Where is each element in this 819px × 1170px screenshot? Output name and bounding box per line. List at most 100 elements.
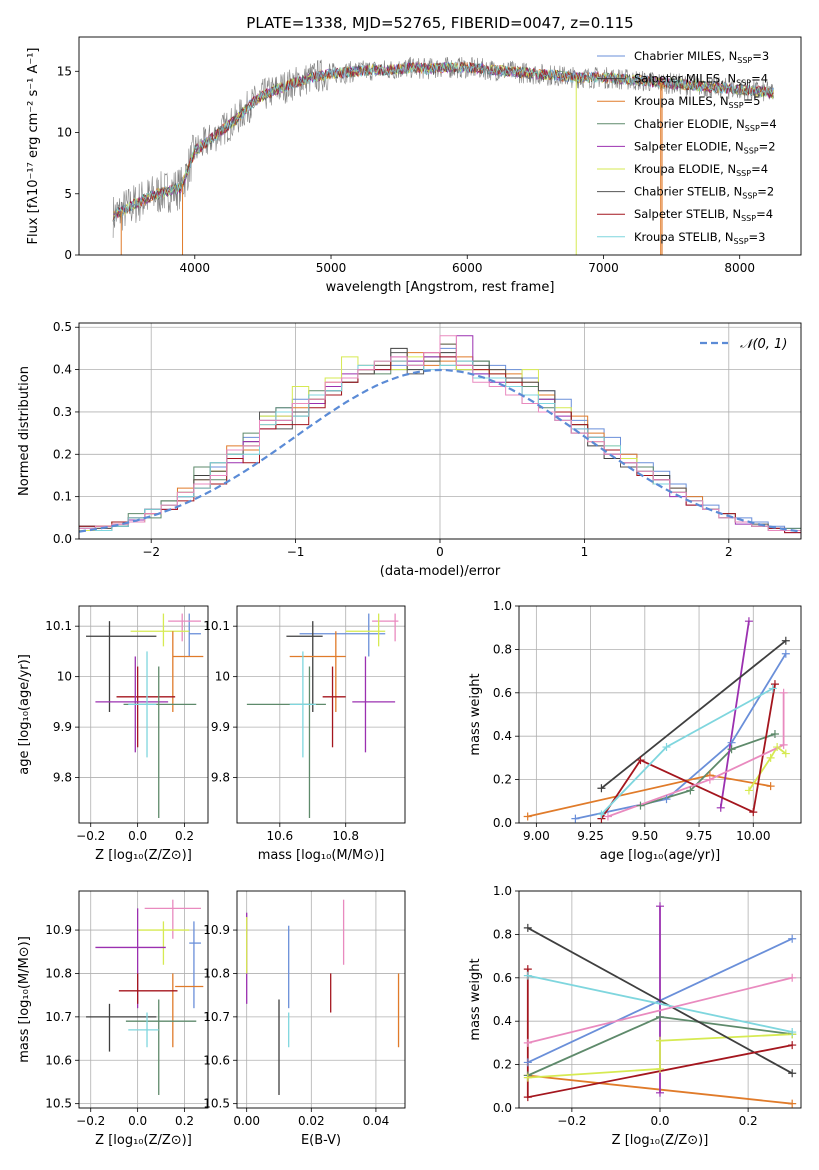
residuals-ytick-label: 0.1 [53,490,72,504]
weight-vs-Z-frame [518,890,802,1109]
legend-label: Chabrier ELODIE, NSSP=4 [634,117,777,133]
age-vs-Z-ytick-label: 9.8 [53,771,72,785]
spectrum-xtick-label: 7000 [588,261,619,275]
legend-label: Kroupa MILES, NSSP=5 [634,94,760,110]
mass-vs-Z-ytick-label: 10.9 [45,923,72,937]
weight-point-marker [523,812,532,821]
age-vs-mass-panel: 10.6 10.8 9.8 9.9 10 10.1 mass [log₁₀(M/M⊙)] [203,605,406,863]
weight-point-marker [656,1088,664,1097]
residuals-plot-area [79,335,801,539]
age-vs-mass-xlabel: mass [log₁₀(M/M⊙)] [258,848,385,863]
weight-point-marker [523,923,532,932]
weight-vs-Z-xtick-label: 0.0 [650,1114,669,1128]
weight-point-marker [662,743,671,752]
weight-series-line [600,639,787,790]
age-vs-mass-xtick-label: 10.8 [332,829,359,843]
mass-vs-ebv-ytick-label: 10.5 [203,1097,230,1111]
weight-point-marker [705,775,714,784]
weight-vs-age-ytick-label: 0.6 [493,686,512,700]
weight-series-line [600,683,776,820]
age-vs-Z-ytick-label: 9.9 [53,720,72,734]
weight-vs-age-xtick-label: 9.00 [523,829,550,843]
legend-label: Salpeter MILES, NSSP=4 [634,72,768,88]
weight-point-marker [656,1064,664,1073]
weight-point-marker [571,814,580,823]
weight-series-line [527,976,793,1044]
normal-curve [79,368,801,533]
weight-point-marker [636,756,645,765]
weight-point-marker [523,1093,532,1102]
age-vs-Z-plot-area [86,613,204,818]
weight-point-marker [656,1036,664,1045]
legend-label: Chabrier MILES, NSSP=3 [634,49,769,65]
weight-vs-Z-xtick-label: −0.2 [557,1114,586,1128]
mass-vs-Z-frame [78,890,209,1109]
weight-vs-age-xtick-label: 10.00 [736,829,770,843]
weight-point-marker [788,934,797,943]
age-vs-mass-xtick-label: 10.6 [266,829,293,843]
weight-point-marker [781,749,790,758]
weight-vs-age-xtick-label: 9.25 [577,829,604,843]
weight-vs-Z-ytick-label: 0.6 [493,971,512,985]
age-vs-Z-ytick-label: 10 [57,670,72,684]
weight-vs-age-ytick-label: 1.0 [493,599,512,613]
legend-subscript: SSP [745,124,760,133]
weight-vs-age-xtick-label: 9.75 [686,829,713,843]
residuals-xtick-label: 0 [436,545,444,559]
mass-vs-ebv-xlabel: E(B-V) [301,1133,341,1148]
weight-point-marker [523,1073,532,1082]
legend-subscript: SSP [736,169,751,178]
residuals-panel: −2 −1 0 1 2 0.0 0.1 0.2 0.3 0.4 0.5 (data-model)/er… [17,320,802,579]
weight-vs-age-xtick-label: 9.50 [631,829,658,843]
spectrum-ytick-label: 5 [64,187,72,201]
weight-point-marker [781,636,790,645]
age-vs-Z-panel: −0.2 0.0 0.2 9.8 9.9 10 10.1 Z [log₁₀(Z/Z⊙)] age… [17,605,209,863]
weight-point-marker [779,688,788,697]
weight-vs-age-frame [518,605,802,824]
weight-vs-age-ylabel: mass weight [468,673,483,755]
age-vs-Z-ylabel: age [log₁₀(age/yr)] [17,654,32,775]
weight-point-marker [744,617,753,626]
weight-vs-age-panel: 9.00 9.25 9.50 9.75 10.00 0.0 0.2 0.4 0.6 0.8 1.0 a… [468,599,802,863]
weight-series-line [600,687,774,815]
weight-point-marker [662,795,671,804]
weight-point-marker [523,1058,532,1067]
spectrum-xtick-label: 4000 [180,261,211,275]
legend-subscript: SSP [729,101,744,110]
weight-point-marker [656,1012,664,1021]
age-vs-Z-xtick-label: −0.2 [76,829,105,843]
mass-vs-Z-ylabel: mass [log₁₀(M/M⊙)] [17,936,32,1063]
weight-point-marker [788,1041,797,1050]
weight-point-marker [768,684,777,693]
mass-vs-Z-ytick-label: 10.7 [45,1010,72,1024]
legend-label: Salpeter ELODIE, NSSP=2 [634,139,776,155]
mass-vs-ebv-ytick-label: 10.9 [203,923,230,937]
legend-subscript: SSP [742,192,757,201]
weight-point-marker [727,745,736,754]
spectrum-xtick-label: 6000 [452,261,483,275]
weight-point-marker [523,971,532,980]
weight-point-marker [766,753,775,762]
weight-vs-Z-plot-area [526,906,793,1105]
weight-point-marker [766,782,775,791]
weight-vs-Z-xlabel: Z [log₁₀(Z/Z⊙)] [612,1133,709,1148]
mass-vs-Z-xtick-label: −0.2 [76,1114,105,1128]
weight-series-line [527,974,793,1033]
legend-label: Kroupa ELODIE, NSSP=4 [634,162,768,178]
weight-point-marker [636,801,645,810]
histogram-series [79,335,801,539]
weight-vs-Z-ytick-label: 0.4 [493,1014,512,1028]
weight-point-marker [788,1069,797,1078]
weight-vs-age-xlabel: age [log₁₀(age/yr)] [600,848,721,863]
mass-vs-ebv-xtick-label: 0.04 [363,1114,390,1128]
mass-vs-Z-plot-area [86,899,204,1095]
spectrum-ylabel: Flux [fλ10⁻¹⁷ erg cm⁻² s⁻¹ A⁻¹] [26,48,41,245]
age-vs-Z-xtick-label: 0.0 [128,829,147,843]
residuals-xtick-label: 2 [725,545,733,559]
weight-vs-Z-panel: −0.2 0.0 0.2 0.0 0.2 0.4 0.6 0.8 1.0 Z [log₁₀(Z/Z… [468,884,802,1148]
weight-vs-age-ytick-label: 0.8 [493,642,512,656]
legend-subscript: SSP [736,79,751,88]
spectrum-xlabel: wavelength [Angstrom, rest frame] [326,280,555,295]
weight-point-marker [788,1099,797,1108]
weight-point-marker [770,680,779,689]
